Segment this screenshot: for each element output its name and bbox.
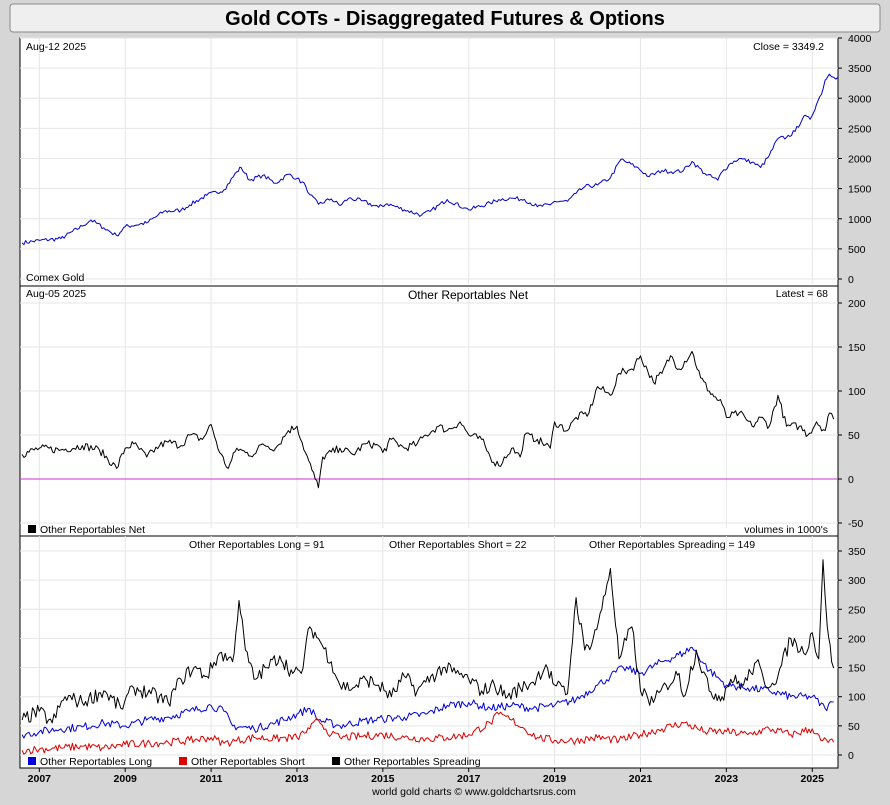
y-tick-label: -50 [848,518,863,530]
x-tick-label: 2007 [28,773,52,785]
net-y-ticks: -50 0 50 100 150 200 [838,298,866,530]
short-latest-label: Other Reportables Short = 22 [389,539,527,551]
y-tick-label: 2000 [848,154,872,166]
short-legend-swatch [179,757,187,765]
spreading-legend-label: Other Reportables Spreading [344,756,481,768]
net-latest-label: Latest = 68 [776,288,828,300]
y-tick-label: 50 [848,430,860,442]
positions-panel: 0 50 100 150 200 250 300 350 Other Reportables … [19,535,866,769]
y-tick-label: 4000 [848,33,872,45]
x-tick-label: 2017 [457,773,481,785]
price-close-label: Close = 3349.2 [753,41,824,53]
price-y-ticks: 0 500 1000 1500 2000 2500 3000 3500 4000 [838,33,872,286]
y-tick-label: 300 [848,575,866,587]
long-latest-label: Other Reportables Long = 91 [189,539,325,551]
y-tick-label: 1000 [848,214,872,226]
net-legend-swatch [28,525,36,533]
footer-credit: world gold charts © www.goldchartsrus.co… [371,786,576,798]
other-reportables-spreading-line [21,559,835,724]
net-date-label: Aug-05 2025 [26,288,86,300]
price-date-label: Aug-12 2025 [26,41,86,53]
x-tick-label: 2023 [715,773,739,785]
other-reportables-short-line [21,711,835,755]
y-tick-label: 0 [848,474,854,486]
y-tick-label: 250 [848,604,866,616]
y-tick-label: 2500 [848,123,872,135]
x-tick-label: 2025 [801,773,825,785]
price-series [21,73,839,246]
positions-y-ticks: 0 50 100 150 200 250 300 350 [838,546,866,762]
positions-panel-frame [19,535,839,769]
long-legend-swatch [28,757,36,765]
y-tick-label: 500 [848,244,866,256]
positions-series [21,559,835,755]
y-tick-label: 200 [848,298,866,310]
price-panel: 0 500 1000 1500 2000 2500 3000 3500 4000 Aug-12 … [19,33,872,287]
positions-grid [20,536,838,765]
spreading-legend-swatch [332,757,340,765]
long-legend-label: Other Reportables Long [40,756,152,768]
price-panel-frame [19,37,839,287]
price-grid [20,37,838,284]
other-reportables-net-line [21,350,835,489]
volumes-label: volumes in 1000's [744,524,828,536]
short-legend-label: Other Reportables Short [191,756,305,768]
x-tick-label: 2013 [285,773,309,785]
y-tick-label: 100 [848,386,866,398]
y-tick-label: 150 [848,663,866,675]
y-tick-label: 3500 [848,63,872,75]
net-panel-title: Other Reportables Net [408,288,529,302]
x-tick-label: 2009 [114,773,138,785]
x-tick-label: 2011 [200,773,223,785]
net-panel-frame [19,285,839,537]
x-tick-label: 2021 [629,773,653,785]
y-tick-label: 0 [848,750,854,762]
y-tick-label: 3000 [848,93,872,105]
spreading-latest-label: Other Reportables Spreading = 149 [589,539,755,551]
title-bar [9,3,881,33]
y-tick-label: 50 [848,721,860,733]
y-tick-label: 100 [848,692,866,704]
x-tick-label: 2015 [371,773,395,785]
net-panel: -50 0 50 100 150 200 Aug-05 2025 Other Report… [19,285,866,537]
y-tick-label: 150 [848,342,866,354]
y-tick-label: 0 [848,274,854,286]
chart-title: Gold COTs - Disaggregated Futures & Opti… [225,8,665,30]
net-series [21,350,835,489]
y-tick-label: 200 [848,633,866,645]
price-source-label: Comex Gold [26,272,85,284]
y-tick-label: 350 [848,546,866,558]
y-tick-label: 1500 [848,184,872,196]
x-tick-label: 2019 [543,773,567,785]
price-line [21,73,839,246]
net-legend-label: Other Reportables Net [40,524,145,536]
x-axis: 2007 2009 2011 2013 2015 2017 2019 2021 2023 2025 [20,767,838,785]
